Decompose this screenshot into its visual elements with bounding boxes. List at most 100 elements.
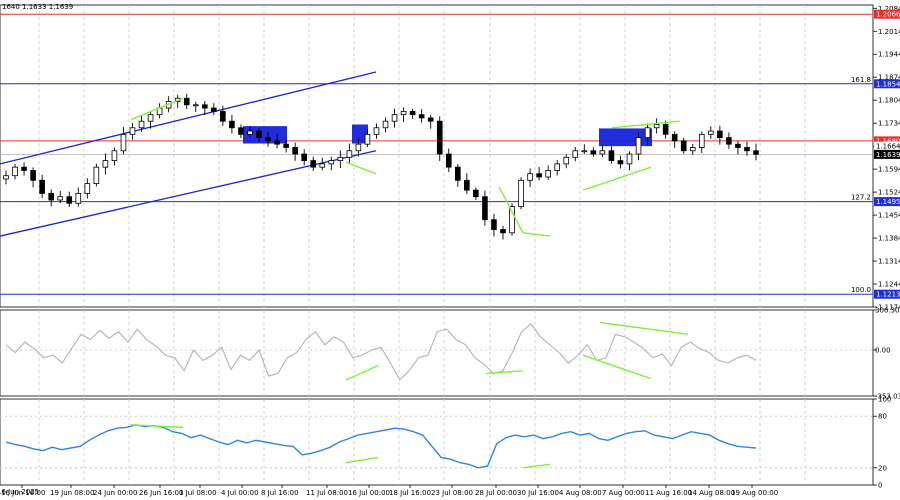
time-label: 19 Jun 08:00 (50, 489, 94, 497)
price-panel-frame (0, 4, 874, 308)
candle-body (662, 124, 669, 135)
tick-label: 1.1734 (878, 120, 900, 128)
price-tag-label: 1.2066 (876, 11, 900, 19)
candle-body (717, 130, 723, 139)
candle-body (400, 110, 407, 116)
time-label: 1 Jul 08:00 (179, 489, 217, 497)
candle-body (500, 229, 506, 234)
candle-body (310, 160, 317, 168)
rsi-panel[interactable]: 100 80 20 0 (0, 396, 891, 490)
divergence-line (485, 370, 524, 375)
time-label: 7 Aug 00:00 (602, 489, 645, 497)
candle-body (698, 133, 705, 148)
tick-label: 1.1874 (878, 74, 900, 82)
candle-body (445, 153, 452, 168)
candle-body (301, 153, 307, 161)
tick-label: 1.1384 (878, 235, 900, 243)
price-tag-label: 1.1664 (876, 143, 900, 151)
candle-body (192, 104, 199, 107)
divergence-line (345, 161, 377, 175)
candle-body (608, 150, 615, 161)
tick-label: 0 (878, 482, 882, 490)
divergence-line (345, 364, 379, 381)
price-tag-bg (874, 79, 900, 89)
zone-box (599, 128, 652, 147)
candle-body (12, 166, 18, 177)
candle-body (111, 150, 118, 161)
candle-body (220, 110, 226, 122)
divergence-lines-price[interactable] (130, 97, 681, 237)
candle-body (265, 137, 271, 142)
fib-label: 127.2 (851, 194, 871, 202)
channel-upper-line (0, 71, 377, 165)
candle-body (509, 206, 515, 234)
candle-body (256, 130, 262, 139)
tick-label: 20 (878, 464, 887, 472)
candle-body (455, 166, 461, 181)
divergence-line (130, 424, 184, 429)
price-tag-bg (874, 289, 900, 299)
candle-body (102, 160, 109, 168)
candle-body (147, 114, 154, 122)
fib-label: 161.8 (851, 76, 871, 84)
price-tag-label: 1.1680 (876, 137, 900, 145)
candle-body (373, 127, 380, 135)
price-tag-bg (874, 149, 900, 159)
candle-body (590, 150, 597, 155)
time-label: 26 Jun 16:00 (139, 489, 183, 497)
tick-label: 1.1244 (878, 281, 900, 289)
candle-body (355, 143, 362, 152)
candle-body (48, 193, 54, 201)
candle-body (689, 147, 696, 152)
tick-label: 1.1524 (878, 189, 900, 197)
tick-label: 1.1804 (878, 97, 900, 105)
candle-body (518, 179, 524, 207)
candle-body (753, 150, 759, 155)
candle-body (726, 137, 732, 145)
candle-body (274, 140, 280, 145)
time-label: 8 Jul 16:00 (261, 489, 299, 497)
candle-body (581, 150, 588, 153)
candle-body (464, 179, 470, 191)
divergence-line (522, 463, 551, 469)
candle-body (653, 124, 660, 129)
fib-label: 100.0 (851, 286, 871, 294)
rsi-panel-frame (0, 398, 874, 486)
tick-label: 1.2084 (878, 5, 900, 13)
divergence-line (345, 456, 379, 464)
candle-body (427, 117, 434, 122)
horizontal-levels[interactable]: 161.8 127.2 100.0 (0, 13, 873, 295)
candle-body (328, 160, 335, 165)
tick-label: 1.1174 (878, 304, 900, 312)
divergence-lines-cci[interactable] (345, 321, 689, 381)
candle-body (283, 143, 289, 148)
candle-body (39, 179, 45, 194)
time-label: 18 Jul 16:00 (389, 489, 431, 497)
cci-panel[interactable]: 306.3051 0.00 -353.035 (0, 307, 900, 401)
candle-body (337, 156, 344, 161)
candle-body (229, 120, 235, 129)
price-panel[interactable]: 161.8 127.2 100.0 1.2084 1.2014 1.1944 1.1874… (0, 3, 900, 312)
tick-label: 80 (878, 413, 887, 421)
price-tag-bg (874, 9, 900, 19)
candle-body (138, 120, 145, 129)
time-label: 19 Aug 00:00 (731, 489, 778, 497)
candle-body (129, 127, 136, 135)
candle-body (346, 150, 353, 158)
candle-body (75, 193, 82, 204)
candle-body (120, 133, 127, 152)
cci-panel-frame (0, 309, 874, 397)
rsi-axis-ticks: 100 80 20 0 (873, 396, 891, 490)
candle-body (247, 130, 253, 135)
zone-box (352, 124, 368, 144)
divergence-lines-rsi[interactable] (130, 424, 551, 469)
candle-body (635, 137, 642, 155)
candle-body (183, 97, 190, 106)
time-label: 4 Jul 00:00 (221, 489, 259, 497)
tick-label: 1.1944 (878, 51, 900, 59)
candle-body (473, 189, 479, 198)
candle-body (57, 196, 64, 201)
rsi-line (5, 424, 757, 469)
candle-body (391, 114, 398, 122)
candle-body (708, 130, 714, 135)
